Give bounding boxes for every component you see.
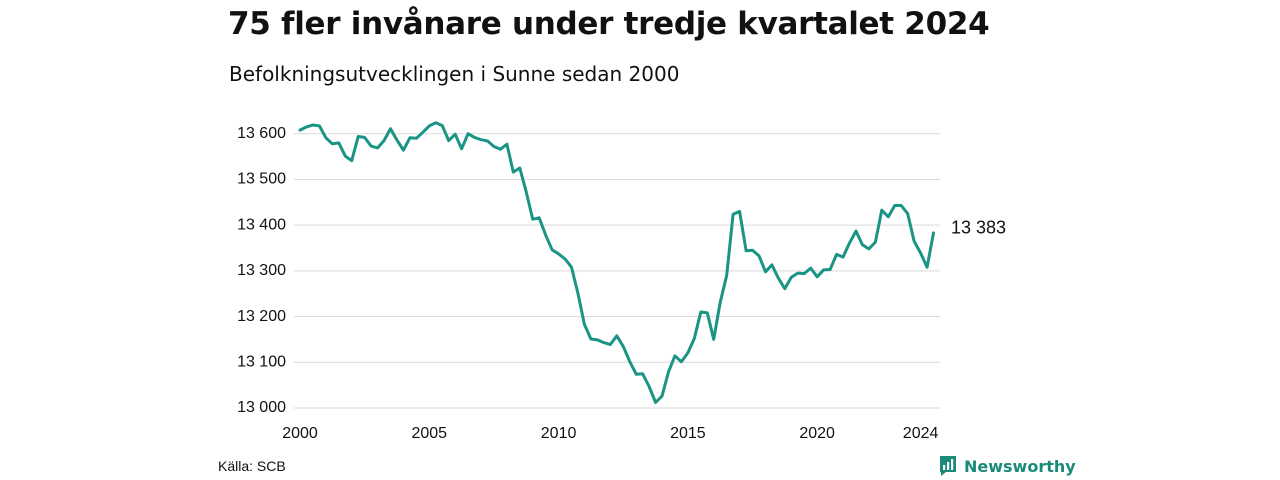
brand-logo: Newsworthy xyxy=(938,455,1076,477)
x-tick-label: 2010 xyxy=(541,425,577,442)
y-tick-label: 13 400 xyxy=(237,216,286,233)
source-note: Källa: SCB xyxy=(218,458,286,474)
y-tick-label: 13 200 xyxy=(237,308,286,325)
y-axis-labels: 13 000 13 100 13 200 13 300 13 400 13 500 13 6… xyxy=(237,125,286,416)
x-tick-label: 2024 xyxy=(903,425,939,442)
y-tick-label: 13 000 xyxy=(237,399,286,416)
series-line xyxy=(298,121,935,404)
brand-name: Newsworthy xyxy=(964,456,1076,476)
y-tick-label: 13 300 xyxy=(237,262,286,279)
x-axis-labels: 2000 2005 2010 2015 2020 2024 xyxy=(282,425,938,442)
newsworthy-logo-icon xyxy=(940,456,956,476)
grid-lines xyxy=(294,133,940,409)
chart-title: 75 fler invånare under tredje kvartalet … xyxy=(228,6,990,42)
x-tick-label: 2005 xyxy=(411,425,447,442)
chart-subtitle: Befolkningsutvecklingen i Sunne sedan 20… xyxy=(229,62,680,86)
x-tick-label: 2015 xyxy=(670,425,706,442)
y-tick-label: 13 500 xyxy=(237,171,286,188)
y-tick-label: 13 600 xyxy=(237,125,286,142)
x-tick-label: 2000 xyxy=(282,425,318,442)
line-chart: 13 000 13 100 13 200 13 300 13 400 13 500 13 6… xyxy=(237,121,1006,442)
x-tick-label: 2020 xyxy=(799,425,835,442)
y-tick-label: 13 100 xyxy=(237,354,286,371)
end-value-label: 13 383 xyxy=(951,218,1006,238)
